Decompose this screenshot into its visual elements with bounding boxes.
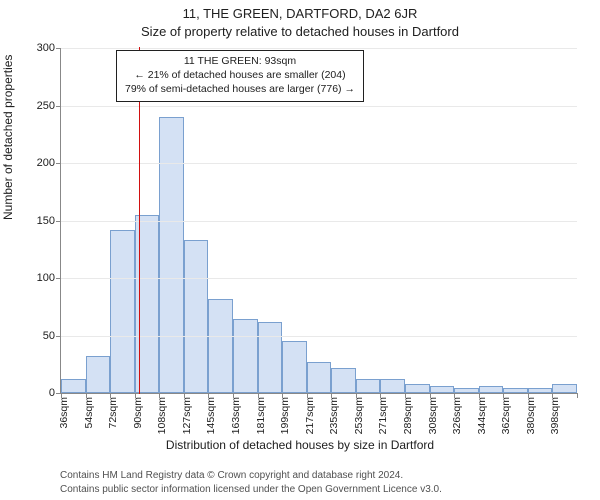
xtick-label: 253sqm: [353, 397, 365, 434]
histogram-bar: [454, 388, 479, 393]
xtick-label: 72sqm: [107, 397, 119, 429]
histogram-bar: [233, 319, 258, 393]
chart-title-main: 11, THE GREEN, DARTFORD, DA2 6JR: [0, 6, 600, 21]
histogram-bar: [503, 388, 528, 393]
histogram-bar: [331, 368, 356, 393]
histogram-bar: [528, 388, 553, 393]
histogram-bar: [380, 379, 405, 393]
xtick-mark: [577, 393, 578, 398]
xtick-label: 326sqm: [451, 397, 463, 434]
ytick-label: 100: [37, 272, 61, 284]
histogram-bar: [208, 299, 233, 393]
chart-title-sub: Size of property relative to detached ho…: [0, 24, 600, 39]
xtick-label: 199sqm: [279, 397, 291, 434]
ytick-label: 150: [37, 215, 61, 227]
ytick-label: 300: [37, 42, 61, 54]
xtick-label: 108sqm: [156, 397, 168, 434]
histogram-bar: [479, 386, 504, 393]
xtick-label: 217sqm: [304, 397, 316, 434]
histogram-bar: [159, 117, 184, 393]
xtick-label: 289sqm: [402, 397, 414, 434]
histogram-bar: [258, 322, 283, 393]
xtick-label: 163sqm: [230, 397, 242, 434]
annotation-line-1: 11 THE GREEN: 93sqm: [125, 54, 355, 68]
ytick-label: 250: [37, 100, 61, 112]
attribution-line-1: Contains HM Land Registry data © Crown c…: [60, 469, 600, 483]
histogram-bar: [430, 386, 455, 393]
histogram-bar: [61, 379, 86, 393]
attribution: Contains HM Land Registry data © Crown c…: [0, 469, 600, 496]
xtick-label: 181sqm: [255, 397, 267, 434]
histogram-bar: [184, 240, 209, 393]
xtick-label: 127sqm: [181, 397, 193, 434]
histogram-bar: [552, 384, 577, 393]
xtick-label: 362sqm: [500, 397, 512, 434]
xtick-label: 344sqm: [476, 397, 488, 434]
xtick-label: 36sqm: [58, 397, 70, 429]
ytick-label: 50: [43, 330, 61, 342]
ytick-label: 200: [37, 157, 61, 169]
xtick-label: 398sqm: [549, 397, 561, 434]
x-axis-title: Distribution of detached houses by size …: [0, 438, 600, 452]
xtick-label: 145sqm: [205, 397, 217, 434]
annotation-line-3: 79% of semi-detached houses are larger (…: [125, 82, 355, 96]
y-axis-label: Number of detached properties: [1, 55, 15, 220]
attribution-line-2: Contains public sector information licen…: [60, 483, 600, 497]
annotation-line-2: ← 21% of detached houses are smaller (20…: [125, 68, 355, 82]
xtick-label: 380sqm: [525, 397, 537, 434]
xtick-label: 54sqm: [83, 397, 95, 429]
histogram-bar: [307, 362, 332, 393]
annotation-box: 11 THE GREEN: 93sqm ← 21% of detached ho…: [116, 50, 364, 102]
xtick-label: 308sqm: [427, 397, 439, 434]
xtick-label: 235sqm: [328, 397, 340, 434]
histogram-bar: [356, 379, 381, 393]
xtick-label: 271sqm: [377, 397, 389, 434]
histogram-bar: [405, 384, 430, 393]
histogram-bar: [86, 356, 111, 393]
histogram-bar: [110, 230, 135, 393]
xtick-label: 90sqm: [132, 397, 144, 429]
chart-frame: 11, THE GREEN, DARTFORD, DA2 6JR Size of…: [0, 0, 600, 500]
histogram-bar: [282, 341, 307, 393]
